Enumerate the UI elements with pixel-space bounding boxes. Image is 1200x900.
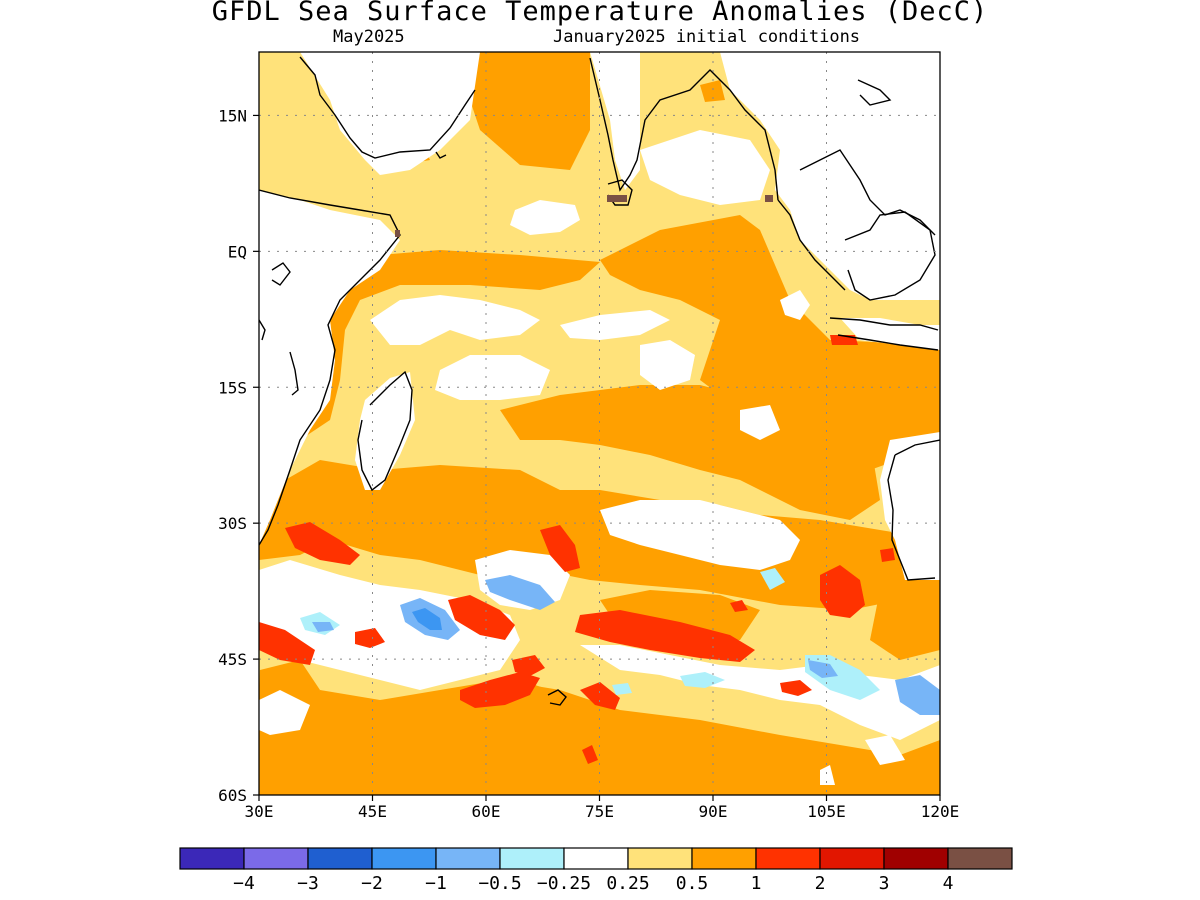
colorbar-label: 2 xyxy=(815,873,826,894)
coastlines xyxy=(259,56,940,706)
colorbar-label: −2 xyxy=(361,873,383,894)
colorbar-label: −3 xyxy=(297,873,319,894)
y-tick-label: 45S xyxy=(218,650,247,669)
x-tick-label: 30E xyxy=(245,802,274,821)
x-tick-label: 60E xyxy=(472,802,501,821)
forecast-month: May2025 xyxy=(333,27,405,47)
y-tick-label: 30S xyxy=(218,514,247,533)
x-tick-label: 45E xyxy=(358,802,387,821)
axes: 30E 45E 60E 75E 90E 105E 120E 15N EQ 15S 30S 45S 60S xyxy=(218,106,959,821)
x-tick-label: 90E xyxy=(699,802,728,821)
colorbar-swatch xyxy=(179,847,245,870)
colorbar-label: 1 xyxy=(751,873,762,894)
colorbar-label: −1 xyxy=(425,873,447,894)
colorbar-label: 0.25 xyxy=(606,873,649,894)
colorbar-swatch xyxy=(819,847,885,870)
colorbar-swatch xyxy=(499,847,565,870)
y-tick-label: EQ xyxy=(228,242,247,261)
colorbar-swatch xyxy=(307,847,373,870)
colorbar-label: 3 xyxy=(879,873,890,894)
field-cool xyxy=(300,568,940,715)
field-red xyxy=(259,335,895,764)
x-tick-label: 105E xyxy=(807,802,846,821)
anomaly-field xyxy=(259,52,940,795)
colorbar-swatch xyxy=(691,847,757,870)
grid-lines xyxy=(259,52,940,795)
colorbar-swatch xyxy=(243,847,309,870)
colorbar-label: 4 xyxy=(943,873,954,894)
colorbar-swatch xyxy=(755,847,821,870)
colorbar-swatch xyxy=(883,847,949,870)
x-tick-label: 75E xyxy=(585,802,614,821)
y-tick-label: 60S xyxy=(218,786,247,805)
y-tick-label: 15S xyxy=(218,378,247,397)
colorbar-label: −0.5 xyxy=(478,873,521,894)
colorbar-swatch xyxy=(371,847,437,870)
colorbar-swatch xyxy=(435,847,501,870)
colorbar-label: 0.5 xyxy=(676,873,709,894)
colorbar-swatch xyxy=(947,847,1013,870)
colorbar-label: −4 xyxy=(233,873,255,894)
field-brown xyxy=(395,195,773,237)
initial-conditions: January2025 initial conditions xyxy=(553,27,861,47)
y-tick-label: 15N xyxy=(218,106,247,125)
colorbar: −4 −3 −2 −1 −0.5 −0.25 0.25 0.5 1 2 3 4 xyxy=(179,847,1013,894)
colorbar-swatch xyxy=(563,847,629,870)
field-white xyxy=(259,130,940,785)
map-title: GFDL Sea Surface Temperature Anomalies (… xyxy=(211,0,989,27)
x-tick-label: 120E xyxy=(921,802,960,821)
colorbar-swatch xyxy=(627,847,693,870)
colorbar-label: −0.25 xyxy=(537,873,591,894)
